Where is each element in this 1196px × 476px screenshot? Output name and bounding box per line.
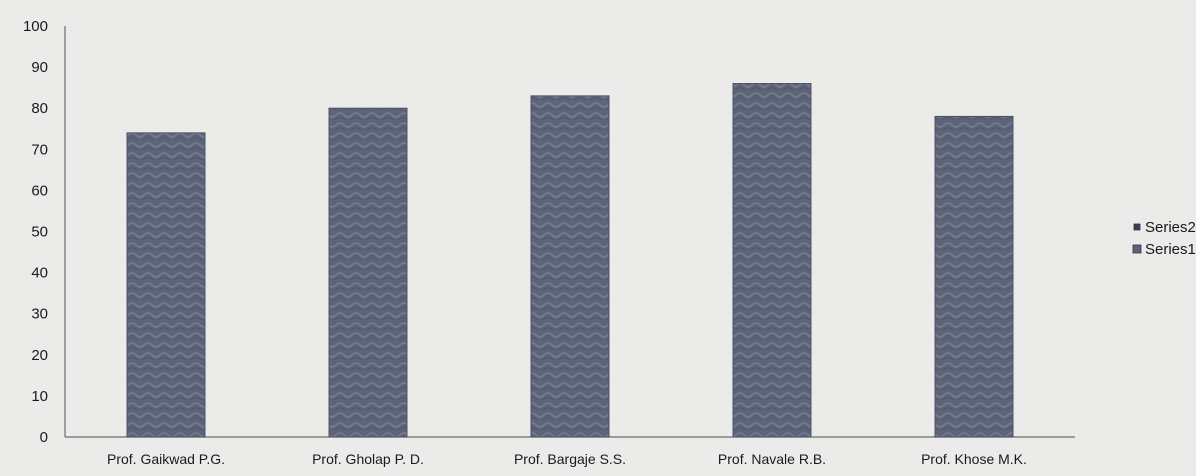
y-tick-label: 100 <box>23 18 48 35</box>
y-tick-label: 60 <box>31 182 48 199</box>
x-tick-label: Prof. Bargaje S.S. <box>514 451 626 467</box>
y-tick-label: 90 <box>31 59 48 76</box>
bar <box>126 132 206 438</box>
y-tick-label: 10 <box>31 388 48 405</box>
x-tick-label: Prof. Khose M.K. <box>921 451 1027 467</box>
legend-swatch <box>1133 223 1141 231</box>
bar-series-1 <box>126 83 1014 438</box>
legend: Series2 Series1 <box>1132 219 1196 258</box>
y-tick-label: 40 <box>31 265 48 282</box>
legend-label: Series2 <box>1145 219 1196 236</box>
category-labels: Prof. Gaikwad P.G. Prof. Gholap P. D. Prof… <box>107 451 1027 467</box>
legend-swatch <box>1132 244 1142 254</box>
y-tick-label: 20 <box>31 347 48 364</box>
y-axis: 0 10 20 30 40 50 60 70 80 90 100 <box>23 18 66 446</box>
y-tick-label: 0 <box>40 429 48 446</box>
y-tick-label: 70 <box>31 141 48 158</box>
x-tick-label: Prof. Gholap P. D. <box>312 451 424 467</box>
legend-label: Series1 <box>1145 241 1196 258</box>
bar <box>530 95 610 438</box>
y-tick-label: 30 <box>31 306 48 323</box>
bar <box>732 83 812 438</box>
x-tick-label: Prof. Gaikwad P.G. <box>107 451 225 467</box>
bar <box>328 107 408 438</box>
bar <box>934 115 1014 438</box>
y-tick-label: 80 <box>31 100 48 117</box>
x-tick-label: Prof. Navale R.B. <box>718 451 826 467</box>
y-tick-label: 50 <box>31 224 48 241</box>
